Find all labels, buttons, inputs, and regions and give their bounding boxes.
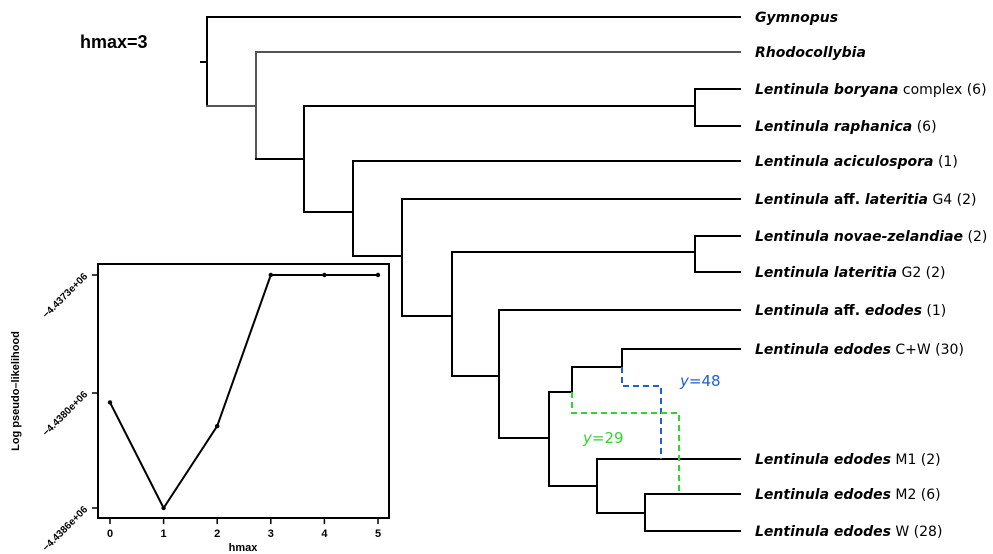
x-tick-label: 1	[161, 528, 167, 540]
data-point	[322, 272, 327, 278]
branch-lentinula	[255, 88, 741, 213]
branch-novae-lateritia	[401, 235, 741, 377]
data-point	[161, 505, 166, 511]
taxon-label: Lentinula edodes M1 (2)	[755, 452, 941, 468]
y-tick-label: −4.4386e+06	[41, 504, 91, 554]
branch-edodes-m	[548, 458, 741, 532]
hybrid-label-y29: y=29	[582, 429, 624, 447]
hybrid-label-y48: y=48	[679, 372, 721, 390]
taxon-label: Gymnopus	[755, 10, 838, 26]
branch-aciculospora	[303, 160, 741, 257]
hybrid-edge-y48	[621, 367, 662, 459]
taxon-label: Rhodocollybia	[755, 45, 866, 61]
branch-rhodocollybia	[206, 51, 741, 160]
branch-edodes-clade	[498, 348, 741, 487]
x-tick-label: 2	[214, 528, 220, 540]
data-point	[107, 400, 113, 405]
branch-lateritia-g4	[352, 198, 741, 317]
x-tick-label: 3	[268, 528, 274, 540]
taxon-label: Lentinula edodes M2 (6)	[755, 487, 941, 503]
data-point	[215, 423, 220, 429]
branch-root	[200, 16, 741, 107]
hybrid-edge-y29	[571, 392, 680, 494]
hmax-title: hmax=3	[80, 32, 148, 52]
data-point	[268, 272, 273, 278]
taxon-label: Lentinula novae-zelandiae (2)	[755, 229, 987, 245]
taxon-label: Lentinula edodes C+W (30)	[755, 342, 964, 358]
x-tick-label: 0	[107, 528, 113, 540]
y-tick-label: −4.4380e+06	[41, 389, 91, 439]
taxon-label: Lentinula aciculospora (1)	[755, 154, 958, 170]
data-point	[375, 272, 381, 278]
taxon-label: Lentinula aff. lateritia G4 (2)	[755, 192, 977, 208]
taxon-label: Lentinula edodes W (28)	[755, 524, 942, 540]
x-tick-label: 5	[375, 528, 381, 540]
plot-frame	[97, 263, 390, 519]
y-axis-label: Log pseudo–likelihood	[10, 331, 22, 451]
x-tick-label: 4	[321, 528, 328, 540]
branch-aff-edodes	[451, 309, 741, 439]
taxon-label: Lentinula raphanica (6)	[755, 119, 937, 135]
taxon-label: Lentinula aff. edodes (1)	[755, 303, 946, 319]
x-axis-label: hmax	[229, 542, 259, 554]
likelihood-line	[109, 274, 378, 510]
taxon-label: Lentinula lateritia G2 (2)	[755, 265, 946, 281]
y-tick-label: −4.4373e+06	[41, 271, 91, 321]
taxon-label: Lentinula boryana complex (6)	[755, 82, 987, 98]
